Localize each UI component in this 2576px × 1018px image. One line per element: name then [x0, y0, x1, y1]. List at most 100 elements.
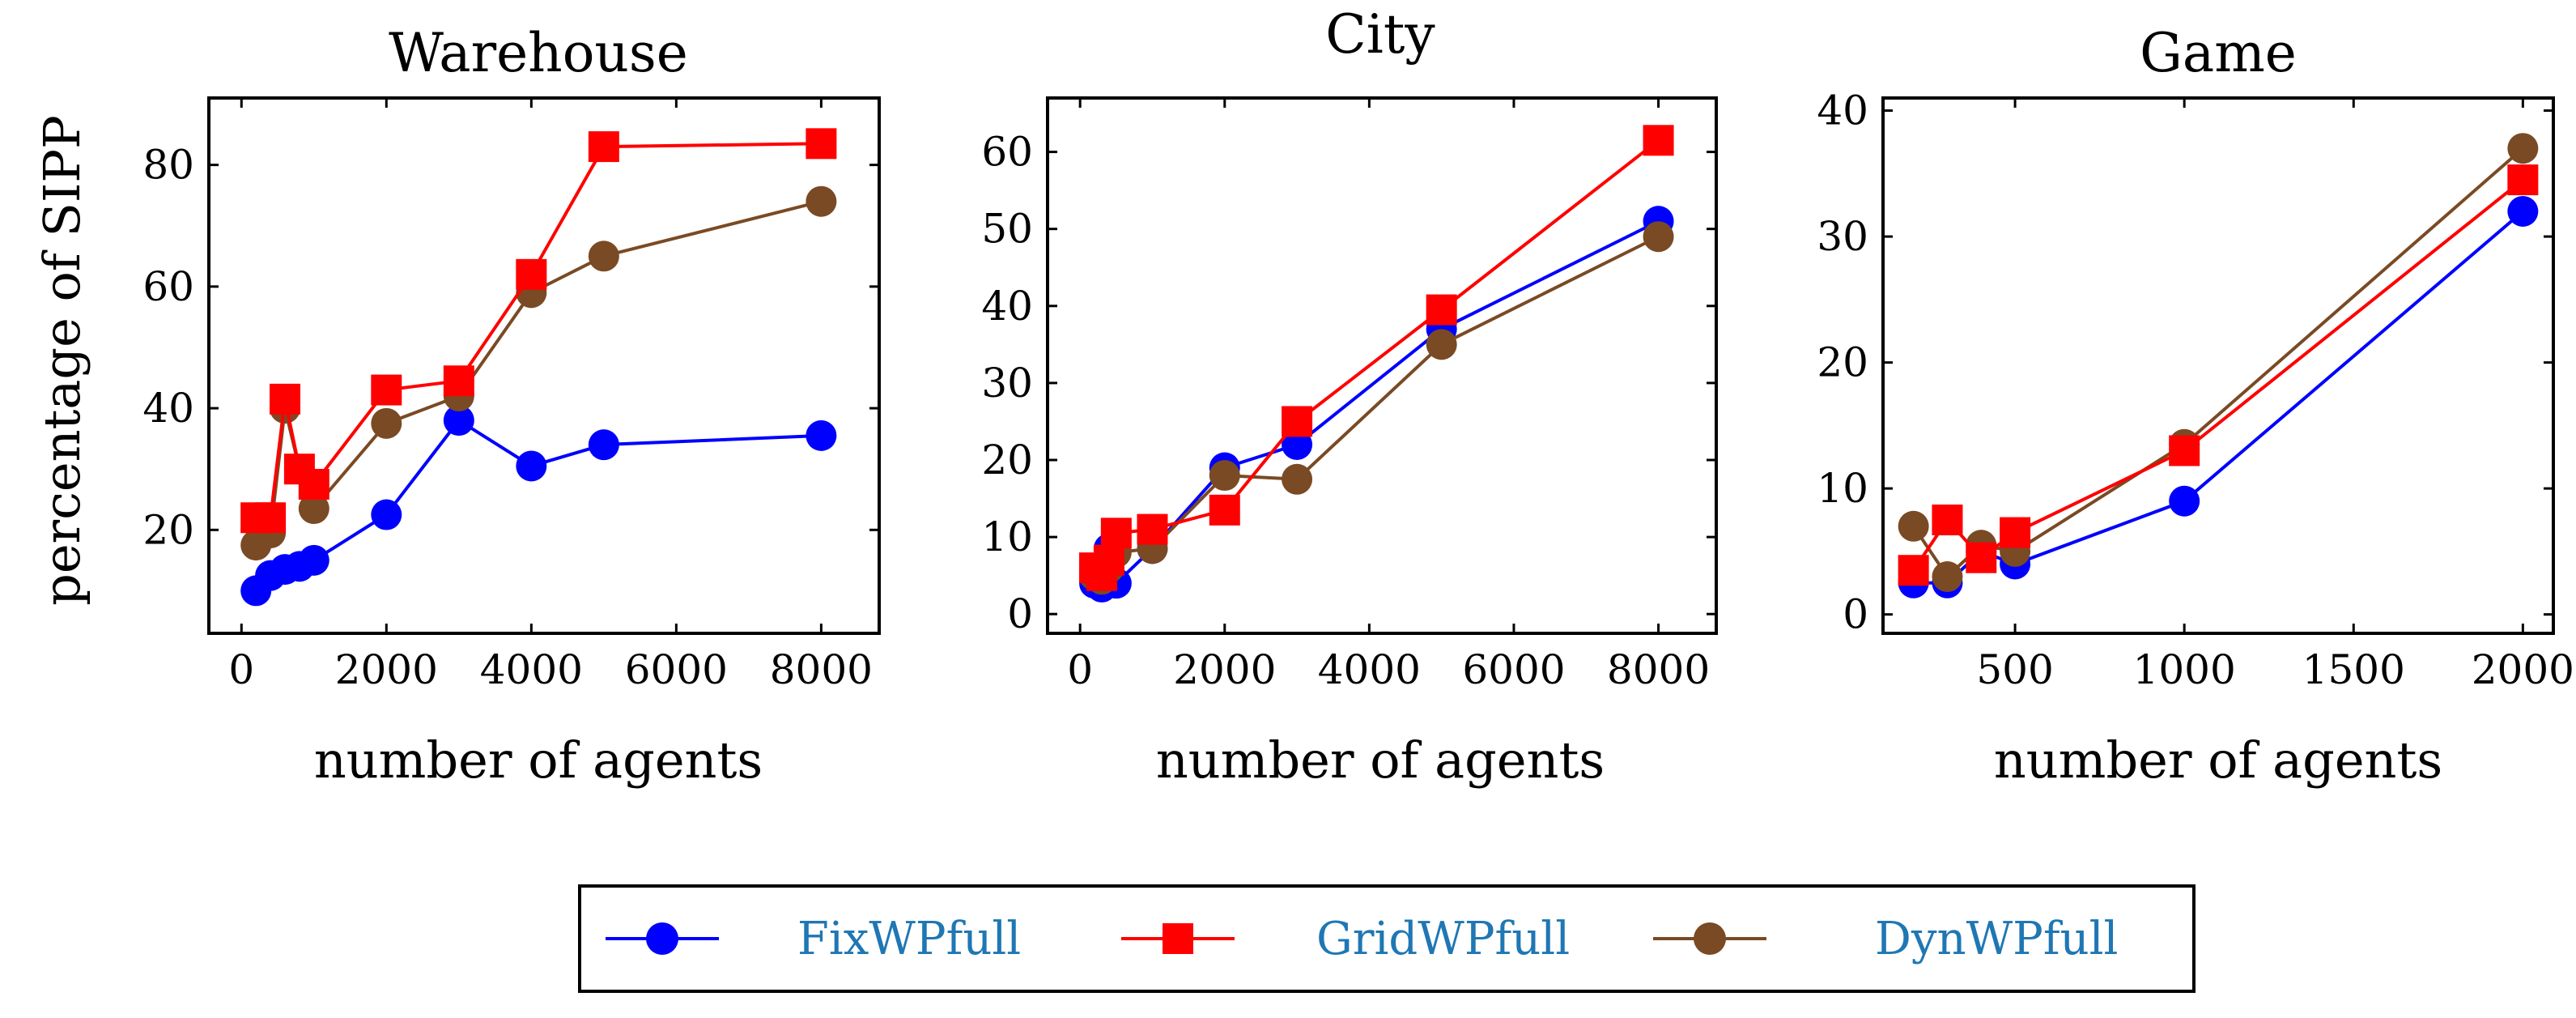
warehouse-gridwpfull-point: [588, 131, 619, 163]
warehouse-axes-frame: [207, 96, 881, 635]
legend-label-fixwpfull: FixWPfull: [797, 913, 1021, 965]
game-gridwpfull-line: [1911, 178, 2524, 572]
city-gridwpfull-point: [1282, 406, 1313, 437]
game-axes-frame: [1881, 96, 2555, 635]
warehouse-ticks: 0 2000 4000 6000 8000 20 40 60 80: [142, 98, 879, 693]
legend-label-dynwpfull: DynWPfull: [1875, 913, 2118, 965]
city-dynwpfull-point: [1209, 460, 1240, 492]
warehouse-fixwpfull-line: [254, 419, 822, 592]
warehouse-x-tick-label: 0: [228, 646, 254, 693]
game-dynwpfull-point: [1932, 561, 1963, 593]
warehouse-dynwpfull-point: [298, 493, 329, 525]
warehouse-y-tick-label: 40: [142, 385, 194, 432]
city-dynwpfull-line: [1094, 235, 1660, 581]
warehouse-gridwpfull-line: [256, 142, 822, 520]
game-dynwpfull-point: [1898, 510, 1929, 542]
city-y-tick-label: 40: [981, 283, 1033, 330]
city-x-tick-label: 6000: [1462, 646, 1565, 693]
city-dynwpfull-point: [1282, 463, 1313, 495]
game-y-tick-label: 40: [1817, 87, 1868, 134]
warehouse-panel: Warehouse percentage of SIPP number of a…: [32, 22, 881, 790]
game-gridwpfull-point: [2507, 164, 2539, 196]
city-x-tick-label: 4000: [1318, 646, 1421, 693]
warehouse-x-tick-label: 4000: [480, 646, 583, 693]
city-ticks: 0 2000 4000 6000 8000 0 10 20 30 40 50 60: [981, 98, 1716, 693]
legend-marker-gridwpfull: [1163, 923, 1193, 954]
city-title: City: [1325, 3, 1435, 66]
legend: FixWPfull GridWPfull DynWPfull: [578, 884, 2196, 993]
city-x-tick-label: 8000: [1607, 646, 1710, 693]
warehouse-fixwpfull-point: [588, 429, 619, 461]
city-y-tick-label: 0: [1007, 590, 1033, 637]
game-title: Game: [2140, 22, 2297, 84]
warehouse-fixwpfull-point: [516, 450, 547, 482]
city-gridwpfull-point: [1426, 294, 1457, 326]
warehouse-x-tick-label: 6000: [625, 646, 728, 693]
warehouse-dynwpfull-point: [371, 407, 402, 439]
game-fixwpfull-point: [2507, 195, 2539, 227]
game-ticks: 500 1000 1500 2000 0 10 20 30 40: [1817, 87, 2574, 693]
warehouse-plot-area: [240, 128, 837, 607]
city-x-axis-label: number of agents: [1156, 730, 1605, 790]
warehouse-fixwpfull-point: [806, 420, 837, 451]
warehouse-gridwpfull-point: [371, 374, 402, 406]
warehouse-fixwpfull-point: [371, 499, 402, 530]
city-gridwpfull-point: [1137, 513, 1168, 545]
city-y-tick-label: 20: [981, 437, 1033, 483]
legend-marker-dynwpfull: [1694, 922, 1726, 955]
game-gridwpfull-point: [2000, 517, 2031, 548]
warehouse-dynwpfull-point: [806, 185, 837, 217]
game-gridwpfull-point: [1966, 542, 1997, 573]
legend-entry-gridwpfull: GridWPfull: [1121, 913, 1570, 965]
city-y-tick-label: 50: [981, 206, 1033, 253]
game-gridwpfull-point: [1898, 555, 1929, 586]
game-panel: Game number of agents 500 1000 1500 2000 0 10…: [1817, 22, 2574, 790]
game-x-axis-label: number of agents: [1994, 730, 2442, 790]
game-dynwpfull-line: [1911, 147, 2524, 578]
warehouse-gridwpfull-point: [269, 383, 300, 415]
game-y-tick-label: 0: [1843, 591, 1868, 638]
city-dynwpfull-point: [1426, 329, 1457, 360]
legend-marker-fixwpfull: [646, 922, 678, 955]
game-x-tick-label: 2000: [2472, 646, 2574, 693]
warehouse-gridwpfull-point: [443, 365, 474, 397]
game-x-tick-label: 1000: [2133, 646, 2236, 693]
game-y-tick-label: 10: [1817, 465, 1868, 512]
game-gridwpfull-point: [1932, 505, 1963, 536]
game-gridwpfull-point: [2169, 435, 2200, 466]
legend-entry-dynwpfull: DynWPfull: [1653, 913, 2118, 965]
game-plot-area: [1898, 133, 2539, 598]
warehouse-y-axis-label: percentage of SIPP: [32, 115, 91, 606]
legend-label-gridwpfull: GridWPfull: [1316, 913, 1570, 965]
city-dynwpfull-point: [1643, 221, 1674, 253]
city-gridwpfull-point: [1643, 125, 1674, 156]
warehouse-fixwpfull-point: [443, 405, 474, 437]
warehouse-x-tick-label: 2000: [335, 646, 438, 693]
city-x-tick-label: 0: [1067, 646, 1093, 693]
city-gridwpfull-point: [1209, 494, 1240, 526]
warehouse-gridwpfull-point: [806, 128, 837, 160]
game-dynwpfull-point: [2507, 133, 2539, 164]
warehouse-dynwpfull-line: [254, 199, 822, 547]
warehouse-title: Warehouse: [389, 22, 688, 84]
warehouse-x-axis-label: number of agents: [314, 730, 763, 790]
game-x-tick-label: 1500: [2302, 646, 2405, 693]
city-fixwpfull-point: [1282, 428, 1313, 460]
game-fixwpfull-point: [2169, 485, 2200, 517]
warehouse-y-tick-label: 80: [142, 142, 194, 189]
legend-entry-fixwpfull: FixWPfull: [606, 913, 1021, 965]
city-x-tick-label: 2000: [1173, 646, 1276, 693]
city-y-tick-label: 60: [981, 129, 1033, 176]
warehouse-x-tick-label: 8000: [770, 646, 873, 693]
warehouse-fixwpfull-point: [298, 544, 329, 576]
city-gridwpfull-point: [1093, 544, 1124, 576]
warehouse-gridwpfull-point: [255, 502, 287, 534]
warehouse-gridwpfull-point: [298, 468, 329, 500]
city-plot-area: [1079, 125, 1674, 603]
warehouse-y-tick-label: 60: [142, 263, 194, 310]
legend-box: [578, 884, 2196, 993]
city-y-tick-label: 30: [981, 360, 1033, 407]
city-panel: City number of agents 0 2000 4000 6000 8000 0…: [981, 3, 1718, 790]
city-gridwpfull-point: [1100, 518, 1132, 549]
